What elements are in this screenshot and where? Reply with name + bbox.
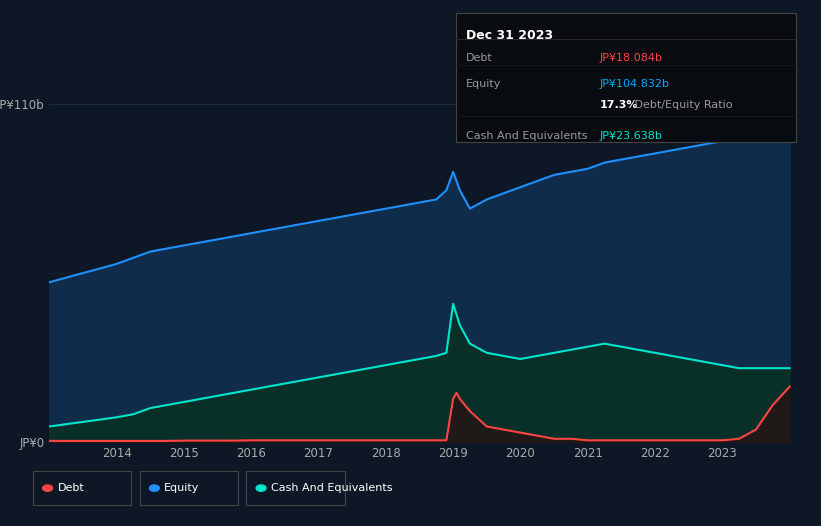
Text: Debt: Debt xyxy=(57,483,85,493)
Text: Cash And Equivalents: Cash And Equivalents xyxy=(271,483,392,493)
Text: Debt: Debt xyxy=(466,53,493,63)
Text: Equity: Equity xyxy=(466,79,501,89)
Text: JP¥18.084b: JP¥18.084b xyxy=(599,53,663,63)
Text: Debt/Equity Ratio: Debt/Equity Ratio xyxy=(631,99,732,109)
Text: 17.3%: 17.3% xyxy=(599,99,638,109)
Text: Equity: Equity xyxy=(164,483,200,493)
Text: Cash And Equivalents: Cash And Equivalents xyxy=(466,130,587,140)
Text: Dec 31 2023: Dec 31 2023 xyxy=(466,28,553,42)
Text: JP¥104.832b: JP¥104.832b xyxy=(599,79,669,89)
Text: JP¥23.638b: JP¥23.638b xyxy=(599,130,663,140)
